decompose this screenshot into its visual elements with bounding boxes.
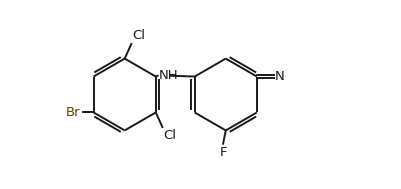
Text: NH: NH	[159, 69, 179, 82]
Text: N: N	[275, 70, 285, 83]
Text: Br: Br	[66, 106, 81, 119]
Text: F: F	[219, 146, 227, 159]
Text: Cl: Cl	[163, 129, 176, 142]
Text: Cl: Cl	[133, 29, 146, 42]
